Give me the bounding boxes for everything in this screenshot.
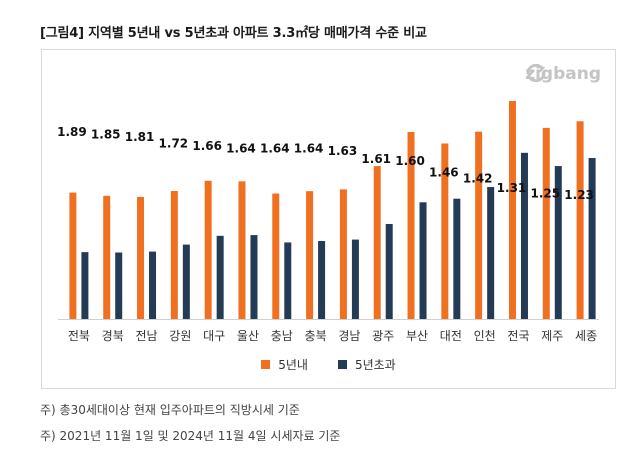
footnote-1: 주) 총30세대이상 현재 입주아파트의 직방시세 기준 [40, 403, 300, 417]
bar-old-제주 [554, 166, 562, 319]
figure-title: [그림4] 지역별 5년내 vs 5년초과 아파트 3.3㎡당 매매가격 수준 … [40, 26, 427, 41]
bar-old-경남 [351, 239, 359, 319]
ratio-label-충북: 1.64 [294, 142, 324, 156]
x-tick-label-충북: 충북 [305, 329, 327, 343]
ratio-label-대구: 1.66 [192, 139, 222, 153]
x-tick-label-대전: 대전 [440, 329, 462, 343]
bar-old-충북 [318, 241, 326, 319]
ratio-label-강원: 1.72 [159, 136, 189, 150]
bar-old-세종 [588, 158, 596, 319]
x-tick-label-부산: 부산 [406, 329, 428, 343]
legend-label-5년초과: 5년초과 [354, 358, 396, 372]
bar-old-전북 [81, 252, 89, 319]
bar-new-강원 [170, 190, 178, 319]
x-tick-label-경남: 경남 [338, 329, 360, 343]
bar-new-경남 [339, 189, 347, 319]
x-tick-label-광주: 광주 [372, 329, 394, 343]
ratio-label-대전: 1.46 [429, 165, 459, 179]
bar-old-충남 [284, 242, 292, 319]
chart-panel: zigbang 전북 1.89 경북 1.85 전남 1.81 강원 1.72 대구 1.66 울산… [41, 49, 616, 389]
zigbang-logo-icon [526, 64, 546, 82]
bar-new-부산 [407, 132, 415, 319]
bar-new-전남 [137, 196, 145, 319]
bar-new-경북 [103, 195, 111, 319]
ratio-label-부산: 1.60 [395, 154, 425, 168]
bar-old-경북 [115, 252, 123, 319]
legend-item-5년내: 5년내 [261, 356, 308, 373]
bar-old-전남 [149, 251, 157, 319]
ratio-label-세종: 1.23 [564, 188, 594, 202]
ratio-label-전북: 1.89 [57, 125, 87, 139]
bar-old-부산 [419, 202, 427, 319]
bar-new-전북 [69, 192, 77, 319]
bar-new-전국 [508, 101, 516, 319]
bar-old-대구 [216, 235, 224, 319]
legend-swatch-5년초과 [337, 360, 347, 369]
ratio-label-충남: 1.64 [260, 142, 290, 156]
bar-new-제주 [542, 127, 550, 319]
legend-item-5년초과: 5년초과 [337, 356, 396, 373]
legend-label-5년내: 5년내 [278, 358, 308, 372]
x-tick-label-대구: 대구 [203, 329, 225, 343]
bar-old-강원 [182, 244, 190, 319]
ratio-label-전국: 1.31 [497, 181, 527, 195]
bar-new-울산 [238, 181, 246, 319]
bar-old-전국 [520, 152, 528, 319]
legend-swatch-5년내 [261, 360, 271, 369]
footnote-2: 주) 2021년 11월 1일 및 2024년 11월 4일 시세자료 기준 [40, 429, 341, 443]
bar-old-인천 [487, 187, 495, 319]
x-tick-label-강원: 강원 [169, 329, 191, 343]
bar-new-인천 [475, 131, 483, 319]
ratio-label-경남: 1.63 [328, 144, 358, 158]
bar-new-광주 [373, 166, 381, 319]
ratio-label-인천: 1.42 [463, 171, 493, 185]
x-tick-label-경북: 경북 [102, 329, 124, 343]
x-tick-label-울산: 울산 [237, 329, 259, 343]
zigbang-logo: zigbang [525, 64, 601, 84]
zigbang-logo-text: zigbang [525, 64, 601, 84]
x-tick-label-전북: 전북 [68, 329, 90, 343]
bar-new-충북 [306, 191, 314, 319]
ratio-label-전남: 1.81 [125, 130, 155, 144]
bar-new-대구 [204, 180, 212, 319]
x-tick-label-제주: 제주 [541, 329, 563, 343]
x-tick-label-전국: 전국 [507, 329, 529, 343]
ratio-label-경북: 1.85 [91, 127, 121, 141]
x-tick-label-인천: 인천 [474, 328, 496, 343]
bar-old-울산 [250, 235, 258, 319]
ratio-label-제주: 1.25 [530, 186, 560, 200]
bar-old-대전 [453, 198, 461, 319]
bar-chart: 전북 1.89 경북 1.85 전남 1.81 강원 1.72 대구 1.66 울산 1.64 충남 1.… [57, 101, 599, 343]
x-tick-label-전남: 전남 [135, 329, 157, 343]
chart-legend: 5년내 5년초과 [42, 356, 615, 373]
x-tick-label-세종: 세종 [575, 329, 597, 343]
ratio-label-광주: 1.61 [361, 152, 391, 166]
x-tick-label-충남: 충남 [271, 329, 293, 343]
bar-old-광주 [385, 223, 393, 319]
bar-new-대전 [441, 143, 449, 319]
bar-new-충남 [272, 193, 280, 319]
ratio-label-울산: 1.64 [226, 142, 256, 156]
bar-new-세종 [576, 121, 584, 319]
